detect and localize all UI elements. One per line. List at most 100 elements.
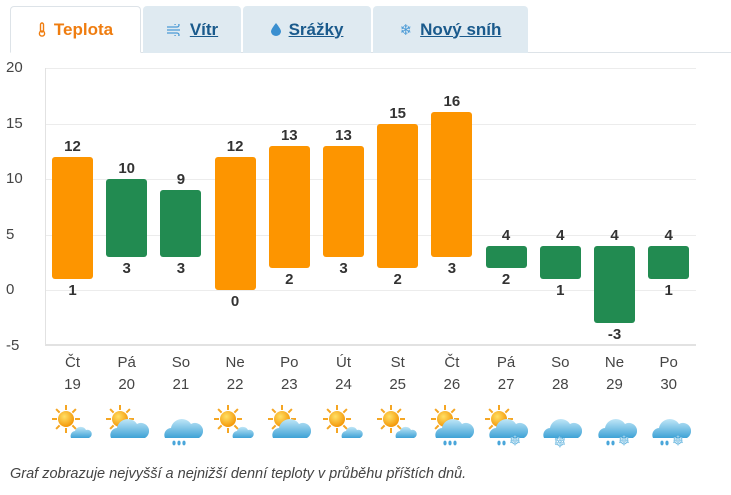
min-temp-label: 3 xyxy=(339,259,348,277)
y-tick-label: 10 xyxy=(6,170,23,187)
cloud-sleet-icon: ❄ xyxy=(647,404,691,448)
max-temp-label: 12 xyxy=(64,137,81,155)
svg-text:❄: ❄ xyxy=(554,434,567,448)
sun xyxy=(376,405,405,433)
day-date: 21 xyxy=(172,376,190,393)
day-name: Čt xyxy=(444,354,460,371)
max-temp-label: 15 xyxy=(389,104,407,122)
grid-line xyxy=(45,179,696,180)
max-temp-label: 4 xyxy=(664,226,673,244)
thermometer-icon xyxy=(38,22,46,37)
svg-text:❄: ❄ xyxy=(672,432,684,448)
day-label: So 28 xyxy=(533,352,587,396)
temperature-range-bar[interactable] xyxy=(377,123,419,268)
sun-cloud-rain-icon xyxy=(430,404,474,446)
day-name: Čt xyxy=(65,354,80,371)
tab-wind[interactable]: Vítr xyxy=(143,6,241,53)
tab-new-snow[interactable]: ❄ Nový sníh xyxy=(373,6,528,53)
svg-text:❄: ❄ xyxy=(509,432,521,448)
y-tick-label: 15 xyxy=(6,114,23,132)
day-label: Čt 26 xyxy=(425,352,479,396)
svg-text:❄: ❄ xyxy=(618,432,630,448)
temperature-chart: 20 15 10 5 0 -5 12 1 10 3 9 3 12 0 13 2 13 3 15 2 16 3 4 2 4 1 4 -… xyxy=(0,55,731,355)
min-temp-label: 1 xyxy=(556,281,565,299)
day-label: Ne 22 xyxy=(208,352,262,396)
tab-label: Srážky xyxy=(288,19,344,39)
sun-cloud-sleet-icon: ❄ xyxy=(484,404,529,448)
grid-line xyxy=(45,235,696,236)
day-name: Po xyxy=(280,354,299,371)
sun-small-cloud-icon xyxy=(51,404,95,446)
day-date: 27 xyxy=(497,376,515,393)
snowflake-icon: ❄ xyxy=(399,21,413,39)
temperature-range-bar[interactable] xyxy=(539,245,581,279)
day-date: 23 xyxy=(280,376,298,393)
day-date: 29 xyxy=(606,376,623,393)
cloud-sleet-icon: ❄ xyxy=(593,404,637,448)
day-label: Pá 27 xyxy=(479,352,533,396)
tab-bar: Teplota Vítr Srážky ❄ Nový sníh xyxy=(0,6,731,53)
sun xyxy=(51,405,80,433)
tab-label: Teplota xyxy=(53,19,114,39)
day-label: So 21 xyxy=(154,352,208,396)
day-name: Po xyxy=(659,354,678,371)
min-temp-label: 0 xyxy=(230,293,240,310)
max-temp-label: 12 xyxy=(226,137,244,155)
temperature-range-bar[interactable] xyxy=(648,245,690,279)
max-temp-label: 13 xyxy=(335,126,352,144)
day-label: Pá 20 xyxy=(100,352,154,396)
min-temp-label: 3 xyxy=(122,259,131,277)
max-temp-label: 10 xyxy=(118,160,136,177)
temperature-range-bar[interactable] xyxy=(485,245,527,268)
max-temp-label: 16 xyxy=(443,93,461,111)
min-temp-label: 3 xyxy=(176,259,186,277)
sun-small-cloud-icon xyxy=(322,404,366,446)
temperature-range-bar[interactable] xyxy=(106,179,148,257)
min-temp-label: 3 xyxy=(447,259,457,277)
day-date: 25 xyxy=(389,376,407,393)
temperature-range-bar[interactable] xyxy=(268,145,310,268)
temperature-range-bar[interactable] xyxy=(160,190,202,257)
day-date: 19 xyxy=(64,376,81,393)
max-temp-label: 9 xyxy=(176,171,186,189)
min-temp-label: 2 xyxy=(285,270,294,288)
partly-cloudy-icon xyxy=(105,404,149,446)
sun xyxy=(214,405,243,433)
cloud-rain-icon xyxy=(159,404,203,446)
temperature-range-bar[interactable] xyxy=(52,156,93,279)
raindrop-icon xyxy=(270,23,281,36)
day-label: Út 24 xyxy=(317,352,371,396)
temperature-range-bar[interactable] xyxy=(431,112,473,257)
day-name: So xyxy=(551,354,570,371)
day-label: St 25 xyxy=(371,352,425,396)
day-label: Ne 29 xyxy=(588,352,642,396)
min-temp-label: 1 xyxy=(664,281,673,299)
temperature-range-bar[interactable] xyxy=(323,145,364,257)
temperature-range-bar[interactable] xyxy=(214,156,256,290)
y-tick-label: 0 xyxy=(6,281,15,298)
day-date: 20 xyxy=(118,376,136,393)
min-temp-label: 2 xyxy=(393,270,402,288)
chart-caption: Graf zobrazuje nejvyšší a nejnižší denní… xyxy=(10,466,467,482)
tab-label: Vítr xyxy=(189,19,219,39)
max-temp-label: 4 xyxy=(501,226,511,244)
day-date: 24 xyxy=(335,376,352,393)
y-tick-label: 20 xyxy=(6,59,23,76)
cloud-snow-icon: ❄ xyxy=(538,404,583,451)
day-label: Čt 19 xyxy=(46,352,100,396)
y-tick-label: 5 xyxy=(6,225,15,243)
sun xyxy=(322,405,351,433)
tab-temperature[interactable]: Teplota xyxy=(10,6,141,53)
min-temp-label: -3 xyxy=(607,326,622,344)
max-temp-label: 13 xyxy=(280,126,298,144)
grid-line xyxy=(45,124,696,125)
temperature-range-bar[interactable] xyxy=(594,245,635,324)
day-name: Pá xyxy=(496,354,516,371)
y-tick-label: -5 xyxy=(6,336,20,354)
sun-small-cloud-icon xyxy=(213,404,257,446)
tab-precipitation[interactable]: Srážky xyxy=(243,6,371,53)
day-name: Ne xyxy=(225,354,245,371)
day-name: Ne xyxy=(604,354,625,371)
day-label: Po 30 xyxy=(642,352,696,396)
max-temp-label: 4 xyxy=(556,226,565,244)
